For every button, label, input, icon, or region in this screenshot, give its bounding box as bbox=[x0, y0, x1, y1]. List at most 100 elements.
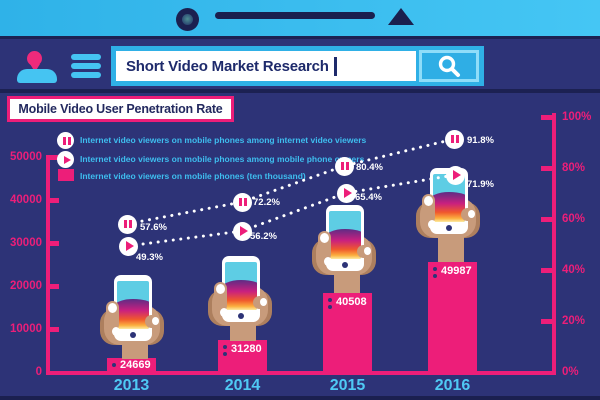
avatar-icon bbox=[27, 51, 42, 66]
avatar-button[interactable] bbox=[15, 49, 59, 85]
bar-label-dot bbox=[433, 274, 437, 278]
text-caret bbox=[333, 56, 337, 76]
y-axis-left-tick bbox=[50, 327, 59, 332]
finger-nail bbox=[468, 210, 475, 218]
menu-button[interactable] bbox=[69, 51, 103, 79]
legend-label: Internet video viewers on mobile phones … bbox=[80, 135, 367, 145]
y-left-tick-label: 30000 bbox=[10, 237, 42, 249]
pause-value-label: 80.4% bbox=[356, 162, 383, 173]
menu-icon bbox=[71, 72, 101, 78]
x-tick-label-2014: 2014 bbox=[224, 377, 261, 394]
search-bar: Short Video Market Research bbox=[111, 46, 484, 86]
y-axis-right-line bbox=[552, 113, 556, 374]
home-button-dot bbox=[342, 262, 348, 268]
y-axis-right-tick bbox=[541, 319, 552, 324]
phone-illustration bbox=[114, 275, 152, 341]
legend-bar-swatch bbox=[58, 169, 74, 181]
home-button-dot bbox=[130, 332, 136, 338]
play-value-label: 71.9% bbox=[467, 179, 494, 190]
bar-label-dot bbox=[433, 267, 437, 271]
finger-nail bbox=[324, 257, 332, 266]
search-input-value: Short Video Market Research bbox=[126, 57, 329, 75]
y-left-tick-label: 50000 bbox=[10, 151, 42, 163]
triangle-icon bbox=[388, 8, 414, 25]
y-right-tick-label: 40% bbox=[562, 264, 586, 276]
divider-header-bottom bbox=[0, 89, 600, 93]
y-left-tick-label: 0 bbox=[35, 366, 42, 378]
y-right-tick-label: 20% bbox=[562, 315, 586, 327]
search-icon bbox=[438, 55, 460, 77]
phone-screen bbox=[225, 262, 257, 310]
bar-label-dot bbox=[328, 298, 332, 302]
y-left-tick-label: 20000 bbox=[10, 280, 42, 292]
y-axis-right-tick bbox=[541, 268, 552, 273]
avatar-icon-tip bbox=[30, 64, 40, 72]
bar-value-label: 24669 bbox=[120, 359, 151, 371]
y-axis-left-tick bbox=[50, 198, 59, 203]
thumb-nail bbox=[320, 233, 329, 243]
bar-label-dot bbox=[223, 345, 227, 349]
y-right-tick-label: 0% bbox=[562, 366, 579, 378]
y-axis-right-tick bbox=[541, 115, 552, 120]
menu-icon bbox=[71, 54, 101, 60]
pause-marker-2015 bbox=[334, 156, 354, 176]
play-marker-2013 bbox=[118, 236, 138, 256]
pause-value-label: 57.6% bbox=[140, 222, 167, 233]
pause-marker-2016 bbox=[444, 129, 464, 149]
y-axis-left-tick bbox=[50, 284, 59, 289]
home-button-dot bbox=[238, 313, 244, 319]
phone-screen bbox=[117, 281, 149, 329]
y-axis-left-line bbox=[46, 155, 50, 374]
divider-bottom bbox=[0, 396, 600, 400]
thumb-nail bbox=[424, 196, 433, 206]
y-axis-left-tick bbox=[50, 241, 59, 246]
pause-marker-2014 bbox=[232, 192, 252, 212]
thumb-nail bbox=[108, 303, 117, 313]
pause-value-label: 91.8% bbox=[467, 135, 494, 146]
camera-lens-icon bbox=[176, 8, 199, 31]
bar-value-label: 40508 bbox=[336, 296, 367, 308]
thumb-nail bbox=[216, 284, 225, 294]
divider-top bbox=[0, 36, 600, 39]
finger-nail bbox=[152, 317, 159, 325]
play-marker-2015 bbox=[336, 183, 356, 203]
play-value-label: 49.3% bbox=[136, 252, 163, 263]
y-right-tick-label: 80% bbox=[562, 162, 586, 174]
pause-marker-2013 bbox=[117, 214, 137, 234]
pause-value-label: 72.2% bbox=[253, 197, 280, 208]
finger-nail bbox=[260, 298, 267, 306]
x-tick-label-2016: 2016 bbox=[434, 377, 471, 394]
menu-icon bbox=[71, 63, 101, 69]
play-marker-2016 bbox=[445, 165, 465, 185]
x-axis-line bbox=[46, 371, 556, 375]
chart-title-box: Mobile Video User Penetration Rate bbox=[7, 96, 234, 122]
y-axis-right-tick bbox=[541, 217, 552, 222]
y-left-tick-label: 10000 bbox=[10, 323, 42, 335]
search-button[interactable] bbox=[419, 50, 479, 82]
x-tick-label-2015: 2015 bbox=[329, 377, 366, 394]
finger-nail bbox=[112, 327, 120, 336]
phone-illustration bbox=[222, 256, 260, 322]
home-button-dot bbox=[446, 225, 452, 231]
play-value-label: 56.2% bbox=[250, 231, 277, 242]
speaker-slot-icon bbox=[215, 12, 375, 19]
avatar-icon-body bbox=[17, 69, 57, 83]
bar-2013 bbox=[107, 358, 156, 372]
page-title: Mobile Video User Penetration Rate bbox=[18, 102, 223, 116]
finger-nail bbox=[428, 220, 436, 229]
bar-label-dot bbox=[223, 352, 227, 356]
bar-label-dot bbox=[328, 305, 332, 309]
bar-2016 bbox=[428, 262, 477, 372]
legend-pause-icon bbox=[57, 132, 74, 149]
finger-nail bbox=[220, 308, 228, 317]
legend-play-icon bbox=[57, 151, 74, 168]
y-axis-right-tick bbox=[541, 166, 552, 171]
y-right-tick-label: 60% bbox=[562, 213, 586, 225]
search-input[interactable]: Short Video Market Research bbox=[116, 51, 416, 81]
bar-value-label: 31280 bbox=[231, 343, 262, 355]
bar-value-label: 49987 bbox=[441, 265, 472, 277]
x-tick-label-2013: 2013 bbox=[113, 377, 150, 394]
y-left-tick-label: 40000 bbox=[10, 194, 42, 206]
play-value-label: 65.4% bbox=[355, 192, 382, 203]
